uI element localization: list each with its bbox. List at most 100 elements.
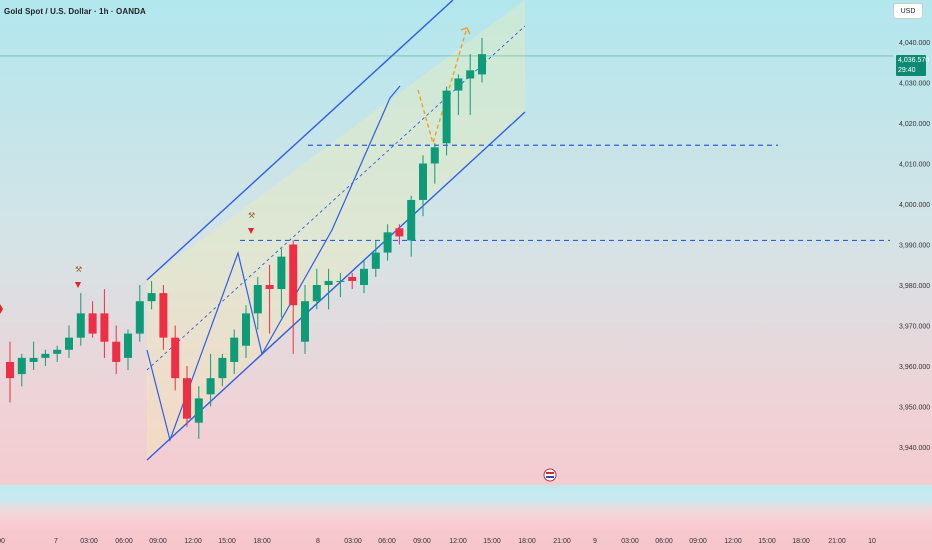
candle-body: [253, 285, 262, 314]
candle-body: [65, 337, 73, 350]
drawing-overlays: ⚒⚒: [0, 0, 893, 482]
currency-button[interactable]: USD: [893, 3, 923, 19]
price-tick-label: 4,030.000: [899, 81, 930, 88]
candle-body: [289, 244, 298, 306]
candle-body: [53, 349, 62, 354]
channel-fill: [147, 0, 525, 460]
candle-body: [371, 252, 380, 269]
hammer-icon: ⚒: [248, 211, 255, 220]
price-axis: 4,040.000 4,030.000 4,020.000 4,010.000 4,00…: [899, 40, 930, 452]
time-tick-label: 06:00: [655, 538, 673, 545]
candle-body: [183, 378, 191, 419]
time-tick-label: 12:00: [449, 538, 467, 545]
time-tick-label: 15:00: [758, 538, 776, 545]
candle-body: [265, 285, 274, 290]
time-tick-label: 06:00: [115, 538, 133, 545]
time-tick-label: 7: [54, 538, 58, 545]
down-arrow-icon: [248, 228, 254, 234]
candle-body: [383, 232, 392, 253]
candle-body: [88, 313, 97, 334]
candle-body: [194, 398, 203, 423]
time-tick-label: 09:00: [689, 538, 707, 545]
candle-body: [336, 280, 345, 282]
price-tick-label: 3,950.000: [899, 405, 930, 412]
down-arrow-icon: [75, 282, 81, 288]
candle-body: [360, 268, 368, 285]
candle-body: [159, 293, 168, 338]
candle-body: [454, 78, 463, 91]
time-tick-label: 10: [868, 538, 876, 545]
time-tick-label: 03:00: [344, 538, 362, 545]
candle-body: [324, 280, 333, 285]
candle-body: [442, 90, 451, 144]
candle-body: [206, 378, 215, 395]
price-tick-label: 4,000.000: [899, 202, 930, 209]
time-tick-label: :00: [0, 538, 5, 545]
time-tick-label: 06:00: [378, 538, 396, 545]
time-tick-label: 15:00: [483, 538, 501, 545]
price-tick-label: 4,040.000: [899, 40, 930, 47]
us-flag-icon-stripe: [546, 472, 554, 474]
countdown-timer: 29:40: [898, 67, 916, 74]
time-tick-label: 9: [593, 538, 597, 545]
time-tick-label: 21:00: [828, 538, 846, 545]
candle-body: [218, 357, 227, 379]
channel-lower-line: [146, 111, 526, 461]
time-tick-label: 12:00: [724, 538, 742, 545]
candle-body: [466, 70, 475, 79]
candles-group: [6, 37, 486, 439]
candle-body: [312, 285, 321, 302]
candle-body: [41, 353, 50, 358]
candle-body: [124, 333, 132, 358]
candle-body: [407, 199, 416, 241]
projection-arrow-head: [460, 27, 471, 35]
candle-body: [76, 313, 85, 338]
candle-body: [395, 228, 404, 237]
hammer-icon: ⚒: [75, 265, 82, 274]
candle-body: [348, 276, 357, 281]
time-tick-label: 03:00: [621, 538, 639, 545]
last-price-value: 4,036.570: [898, 57, 930, 64]
zigzag-pattern: [146, 85, 401, 443]
price-tick-label: 3,980.000: [899, 283, 930, 290]
candle-body: [230, 337, 239, 362]
candle-body: [147, 293, 156, 302]
candle-body: [301, 301, 309, 342]
time-tick-label: 09:00: [413, 538, 431, 545]
price-tick-label: 3,940.000: [899, 445, 930, 452]
price-tick-label: 4,020.000: [899, 121, 930, 128]
projection-path: [417, 27, 468, 146]
channel-upper-line: [146, 0, 454, 281]
us-flag-icon: [543, 468, 557, 482]
time-axis: :00 7 03:00 06:00 09:00 12:00 15:00 18:00 8 03:00…: [0, 538, 876, 545]
candle-body: [277, 256, 286, 290]
candle-body: [242, 313, 250, 346]
last-price-tag: 4,036.570 29:40: [896, 55, 930, 76]
candle-body: [478, 54, 486, 75]
chart-title: Gold Spot / U.S. Dollar · 1h · OANDA: [4, 7, 146, 16]
time-tick-label: 18:00: [253, 538, 271, 545]
down-arrow-icon: [0, 304, 3, 314]
us-flag-icon-stripe: [546, 476, 554, 478]
price-tick-label: 4,010.000: [899, 162, 930, 169]
indicator-strip: [0, 485, 932, 530]
candle-body: [135, 301, 144, 334]
time-tick-label: 09:00: [149, 538, 167, 545]
candle-body: [430, 147, 439, 164]
price-tick-label: 3,990.000: [899, 243, 930, 250]
time-tick-label: 8: [316, 538, 320, 545]
time-tick-label: 18:00: [518, 538, 536, 545]
candle-body: [29, 357, 38, 362]
price-tick-label: 3,970.000: [899, 324, 930, 331]
candle-body: [17, 357, 26, 375]
price-tick-label: 3,960.000: [899, 364, 930, 371]
time-tick-label: 15:00: [218, 538, 236, 545]
time-tick-label: 03:00: [80, 538, 98, 545]
channel-mid-line: [146, 25, 526, 371]
time-tick-label: 21:00: [553, 538, 571, 545]
candle-body: [112, 341, 121, 362]
candle-body: [419, 163, 427, 200]
